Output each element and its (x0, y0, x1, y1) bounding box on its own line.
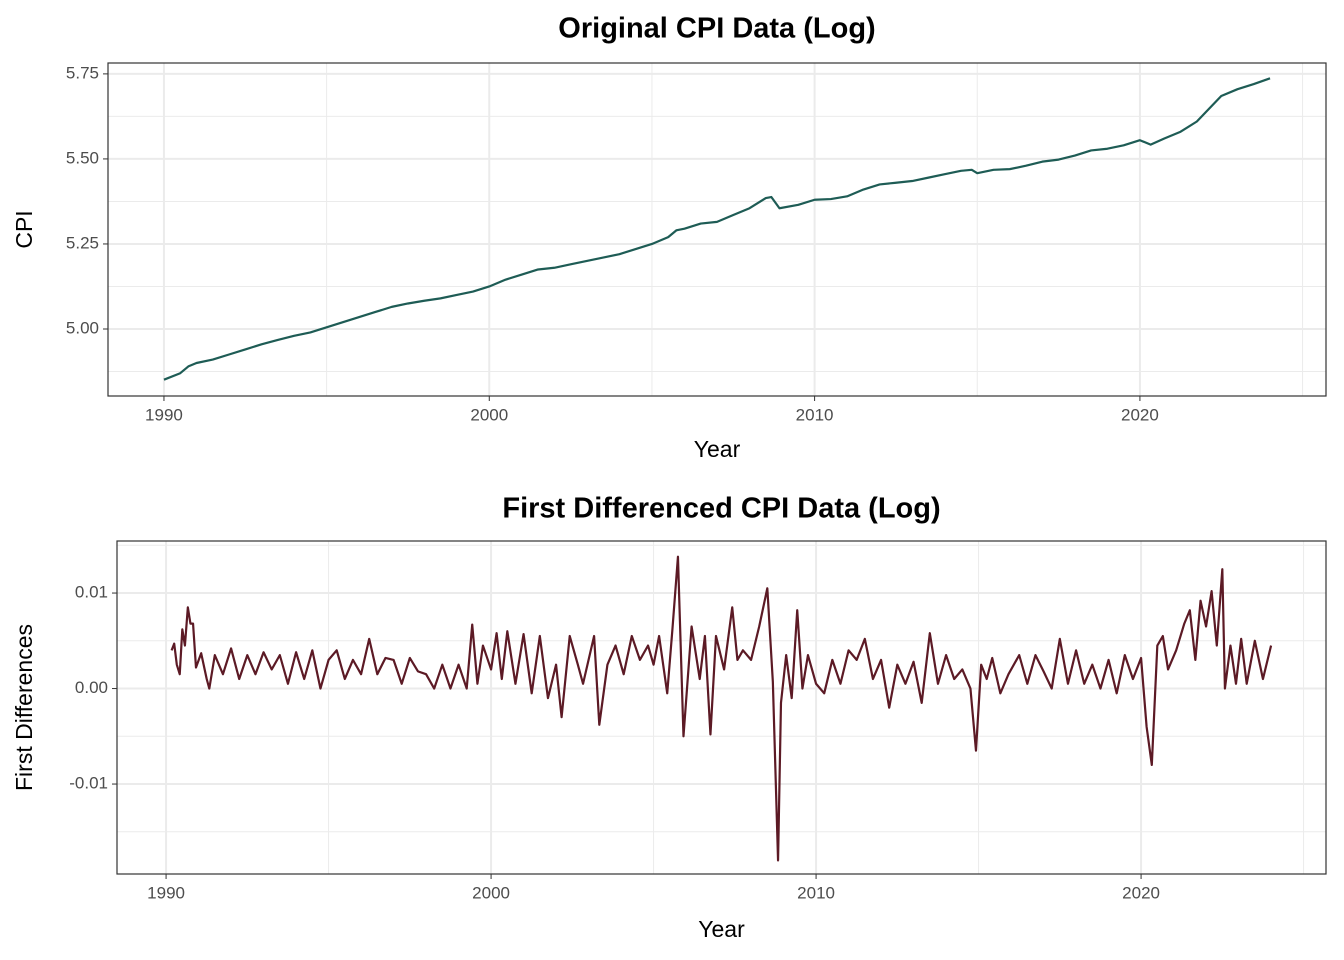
y-tick-label: 0.00 (75, 678, 108, 697)
y-axis-title: First Differences (11, 624, 37, 791)
plot-background (117, 541, 1326, 874)
x-tick-label: 2000 (470, 405, 508, 424)
y-tick-label: 5.25 (66, 233, 99, 252)
x-tick-label: 2020 (1122, 883, 1160, 902)
plot-background (108, 63, 1326, 396)
x-axis-title: Year (698, 916, 745, 942)
x-tick-label: 2010 (797, 883, 835, 902)
plot-border (116, 540, 1327, 875)
y-tick-label: 5.50 (66, 148, 99, 167)
chart-title: Original CPI Data (Log) (558, 13, 875, 45)
y-tick-label: -0.01 (69, 774, 108, 793)
x-tick-label: 1990 (147, 883, 185, 902)
x-axis-title: Year (694, 436, 741, 462)
y-tick-label: 5.75 (66, 63, 99, 82)
x-tick-label: 2020 (1121, 405, 1159, 424)
y-axis-title: CPI (11, 210, 37, 248)
chart-title: First Differenced CPI Data (Log) (502, 493, 940, 525)
x-tick-label: 2000 (472, 883, 510, 902)
data-line (163, 77, 1271, 381)
y-tick-label: 0.01 (75, 583, 108, 602)
x-tick-label: 1990 (145, 405, 183, 424)
x-tick-label: 2010 (796, 405, 834, 424)
data-line (170, 555, 1273, 862)
y-tick-label: 5.00 (66, 318, 99, 337)
plot-border (107, 62, 1327, 397)
